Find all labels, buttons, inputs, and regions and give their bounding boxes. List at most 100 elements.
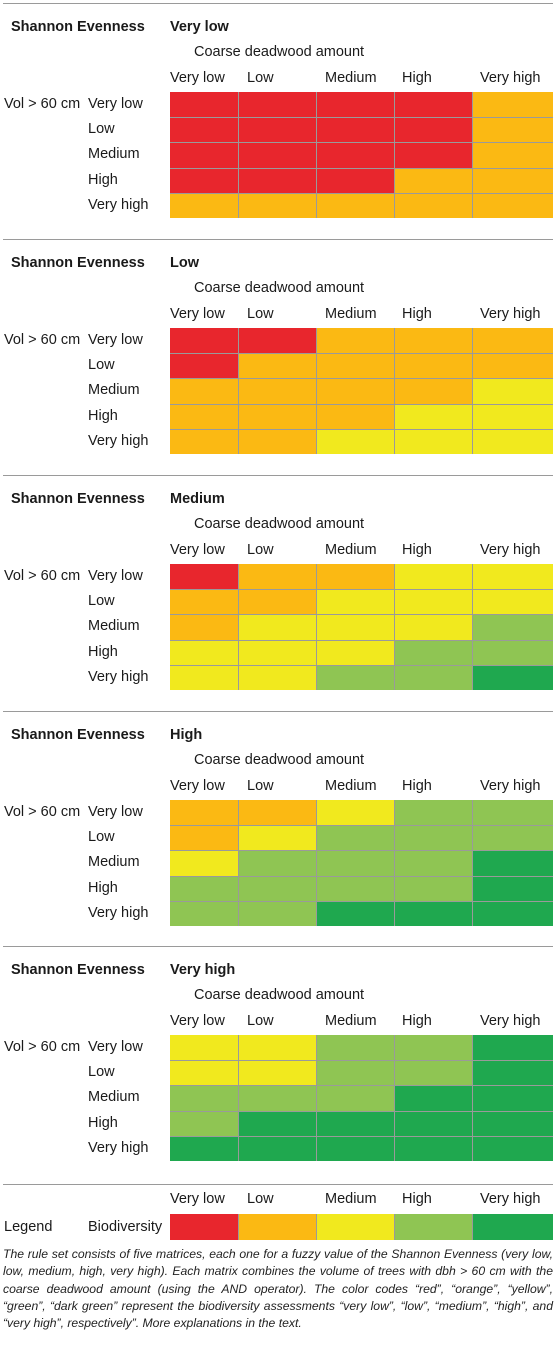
matrix-cell	[473, 405, 553, 429]
matrix-cell	[317, 666, 394, 690]
column-header: Very high	[480, 1013, 541, 1029]
row-label: Medium	[88, 146, 140, 162]
matrix-cell	[317, 430, 394, 454]
legend-top-divider	[3, 1184, 553, 1185]
matrix-cell	[473, 92, 553, 117]
column-header: Very low	[170, 542, 225, 558]
column-header: Medium	[325, 306, 377, 322]
column-header: Medium	[325, 1013, 377, 1029]
matrix-section: Shannon Evenness Very low Coarse deadwood …	[0, 0, 556, 236]
figure-caption: The rule set consists of five matrices, …	[3, 1247, 553, 1331]
matrix-cell	[239, 328, 316, 353]
matrix-cell	[317, 169, 394, 193]
row-label: Very high	[88, 197, 149, 213]
shannon-evenness-value: Low	[170, 255, 199, 271]
matrix-cell	[239, 590, 316, 614]
matrix-cell	[473, 851, 553, 876]
matrix-cell	[317, 902, 394, 926]
matrix-cell	[317, 1035, 394, 1060]
matrix-cell	[317, 405, 394, 429]
section-divider	[3, 711, 553, 712]
row-label: Medium	[88, 618, 140, 634]
matrix-cell	[239, 169, 316, 193]
shannon-evenness-label: Shannon Evenness	[11, 727, 145, 743]
legend-color-bar	[170, 1214, 553, 1240]
matrix-cell	[395, 1112, 472, 1136]
matrix-cell	[170, 1112, 238, 1136]
matrix-grid	[170, 328, 553, 454]
matrix-cell	[473, 826, 553, 850]
row-label: High	[88, 1115, 118, 1131]
matrix-cell	[239, 1137, 316, 1161]
matrix-cell	[395, 902, 472, 926]
row-label: Very high	[88, 905, 149, 921]
matrix-cell	[170, 1035, 238, 1060]
matrix-cell	[317, 1086, 394, 1111]
matrix-cell	[473, 902, 553, 926]
row-label: Very low	[88, 332, 143, 348]
matrix-cell	[473, 877, 553, 901]
column-header: Very high	[480, 70, 541, 86]
row-label: Very high	[88, 433, 149, 449]
row-label: Very low	[88, 568, 143, 584]
column-header: Medium	[325, 70, 377, 86]
legend-swatch	[317, 1214, 394, 1240]
matrix-cell	[239, 851, 316, 876]
column-header: High	[402, 778, 432, 794]
matrix-cell	[170, 851, 238, 876]
matrix-cell	[395, 1035, 472, 1060]
row-label: Very low	[88, 1039, 143, 1055]
column-header: High	[402, 1013, 432, 1029]
matrix-cell	[317, 851, 394, 876]
matrix-section: Shannon Evenness Low Coarse deadwood amoun…	[0, 236, 556, 472]
matrix-cell	[170, 92, 238, 117]
matrix-cell	[395, 118, 472, 142]
row-label: Medium	[88, 1089, 140, 1105]
matrix-grid	[170, 92, 553, 218]
matrix-grid	[170, 564, 553, 690]
matrix-cell	[395, 851, 472, 876]
matrix-cell	[473, 564, 553, 589]
matrix-cell	[473, 379, 553, 404]
column-header: Very high	[480, 306, 541, 322]
y-axis-label: Vol > 60 cm	[4, 568, 81, 584]
column-header: Low	[247, 778, 274, 794]
matrix-cell	[473, 590, 553, 614]
column-header: Medium	[325, 542, 377, 558]
column-header: High	[402, 70, 432, 86]
section-divider	[3, 3, 553, 4]
shannon-evenness-value: High	[170, 727, 203, 743]
matrix-cell	[170, 800, 238, 825]
matrix-cell	[317, 877, 394, 901]
matrix-section: Shannon Evenness Medium Coarse deadwood am…	[0, 472, 556, 708]
matrix-cell	[170, 877, 238, 901]
matrix-cell	[170, 1061, 238, 1085]
matrix-cell	[170, 590, 238, 614]
matrix-cell	[317, 328, 394, 353]
matrix-cell	[395, 590, 472, 614]
section-divider	[3, 475, 553, 476]
matrix-cell	[170, 430, 238, 454]
matrix-cell	[317, 194, 394, 218]
legend-swatch	[239, 1214, 316, 1240]
y-axis-label: Vol > 60 cm	[4, 332, 81, 348]
matrix-cell	[395, 666, 472, 690]
matrix-cell	[317, 564, 394, 589]
column-header: High	[402, 306, 432, 322]
x-axis-label: Coarse deadwood amount	[194, 280, 365, 296]
matrix-cell	[239, 92, 316, 117]
matrix-cell	[473, 666, 553, 690]
legend-category-label: Low	[247, 1191, 274, 1207]
matrix-cell	[395, 379, 472, 404]
y-axis-label: Vol > 60 cm	[4, 804, 81, 820]
row-label: High	[88, 408, 118, 424]
matrix-cell	[239, 666, 316, 690]
matrix-cell	[473, 1035, 553, 1060]
matrix-cell	[239, 1086, 316, 1111]
matrix-cell	[239, 354, 316, 378]
matrix-cell	[170, 354, 238, 378]
shannon-evenness-value: Very low	[170, 19, 229, 35]
matrix-cell	[395, 826, 472, 850]
matrix-cell	[473, 615, 553, 640]
section-divider	[3, 946, 553, 947]
